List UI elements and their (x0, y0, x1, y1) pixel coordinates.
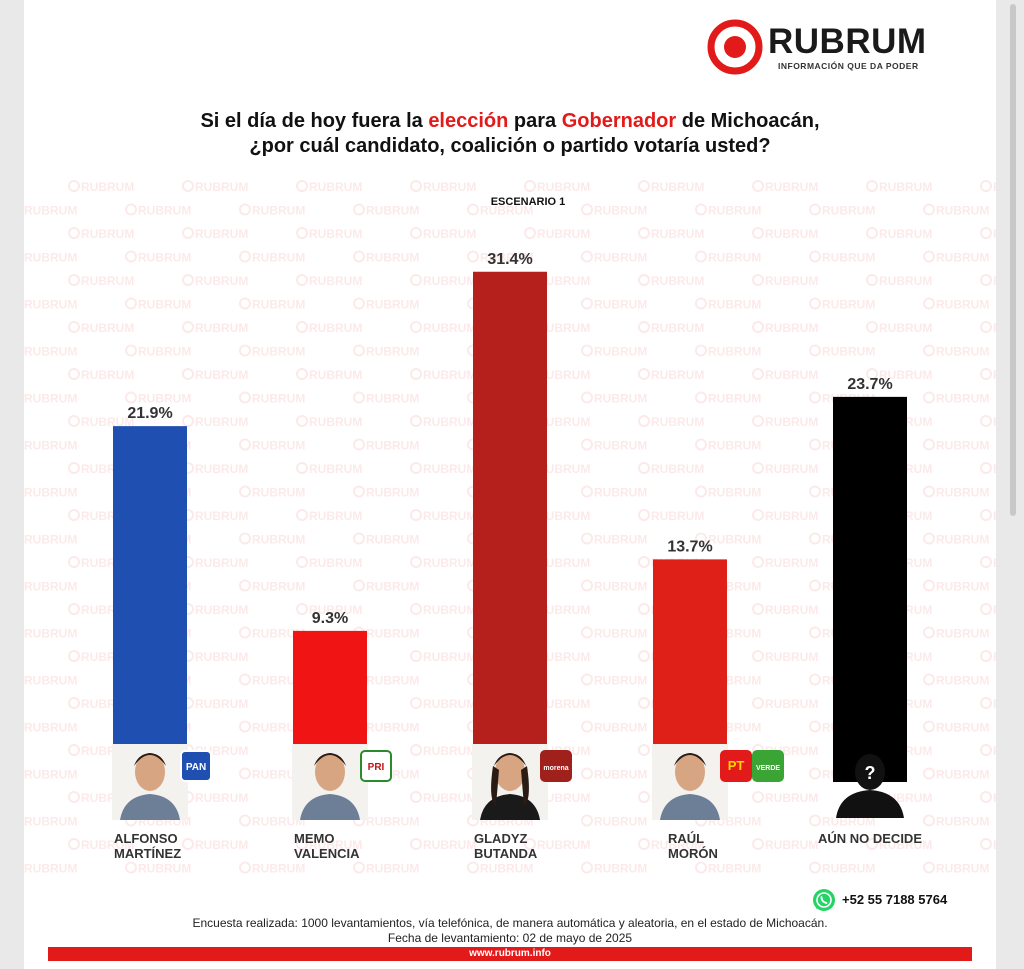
question-line-1: Si el día de hoy fuera la elección para … (24, 110, 996, 133)
methodology-note: Encuesta realizada: 1000 levantamientos,… (192, 916, 828, 930)
candidate-name-line: AÚN NO DECIDE (818, 831, 922, 846)
question-mark: ? (865, 763, 876, 783)
bar-5 (833, 396, 907, 782)
bar-1 (113, 426, 187, 782)
candidate-name-line: ALFONSO (114, 831, 178, 846)
question-text: de Michoacán, (676, 110, 820, 132)
silhouette-head (855, 754, 885, 790)
logo-background (360, 750, 392, 782)
scrollbar-thumb[interactable] (1010, 4, 1016, 516)
brand-name: RUBRUM (768, 22, 927, 61)
photo-hair (134, 753, 166, 766)
logo-background (720, 750, 752, 782)
silhouette-body (836, 790, 904, 818)
candidate-name-line: MORÓN (668, 846, 718, 861)
question-line-2: ¿por cuál candidato, coalición o partido… (249, 135, 771, 157)
bar-value-label: 31.4% (487, 251, 532, 268)
candidate-photo (292, 744, 368, 820)
question-text: Si el día de hoy fuera la (200, 110, 429, 132)
morena-logo-icon: morena (540, 750, 572, 782)
photo-hair (314, 753, 346, 766)
question-highlight-gobernador: Gobernador (561, 110, 677, 132)
bar-3 (473, 271, 547, 782)
question-highlight-eleccion: elección (428, 110, 509, 132)
photo-face (495, 753, 525, 791)
survey-sheet: RUBRUM RUBRUM RUBRUM RUBRUM RUBRUM RUBRUM RUBR… (24, 0, 996, 969)
candidate-name-line: BUTANDA (474, 846, 538, 861)
whatsapp-icon (813, 889, 835, 911)
logo-text: PRI (368, 762, 385, 773)
photo-hair (674, 753, 706, 766)
candidate-name-line: GLADYZ (474, 831, 528, 846)
question-text: para (508, 110, 562, 132)
pt-logo-icon: PT (720, 750, 752, 782)
candidate-name-line: VALENCIA (294, 846, 360, 861)
photo-hair (494, 753, 526, 766)
rubrum-logo-icon (707, 19, 763, 75)
pri-logo-icon: PRI (360, 750, 392, 782)
candidate-photo (472, 744, 548, 820)
bar-value-label: 21.9% (127, 405, 172, 422)
bar-value-label: 13.7% (667, 538, 712, 555)
candidate-name-line: MEMO (294, 831, 334, 846)
logo-text: VERDE (756, 765, 780, 772)
photo-face (315, 753, 345, 791)
photo-hair-right (521, 766, 529, 806)
brand-logo: RUBRUM INFORMACIÓN QUE DA PODER (706, 16, 966, 76)
candidate-photo (112, 744, 188, 820)
photo-face (675, 753, 705, 791)
phone-number: +52 55 7188 5764 (842, 892, 948, 907)
footer-bar: www.rubrum.info (48, 947, 972, 961)
candidate-name-line: RAÚL (668, 831, 704, 846)
logo-text: PAN (186, 762, 206, 773)
candidate-photo (652, 744, 728, 820)
candidate-name-line: MARTÍNEZ (114, 846, 181, 861)
brand-tagline: INFORMACIÓN QUE DA PODER (778, 61, 919, 71)
logo-text: morena (543, 765, 568, 772)
bar-value-label: 9.3% (312, 610, 348, 627)
footer-url[interactable]: www.rubrum.info (469, 948, 551, 959)
verde-logo-icon: VERDE (752, 750, 784, 782)
scrollbar[interactable] (1008, 0, 1018, 969)
logo-text: PT (728, 758, 745, 773)
survey-date-note: Fecha de levantamiento: 02 de mayo de 20… (387, 931, 633, 945)
pan-logo-icon: PAN (180, 750, 212, 782)
photo-face (135, 753, 165, 791)
photo-shoulders (660, 794, 720, 820)
photo-shoulders (300, 794, 360, 820)
bar-value-label: 23.7% (847, 376, 892, 393)
scenario-label: ESCENARIO 1 (490, 196, 566, 208)
logo-background (180, 750, 212, 782)
logo-background (540, 750, 572, 782)
unknown-person-icon: ? (836, 754, 904, 818)
photo-shoulders (120, 794, 180, 820)
photo-hair-left (491, 766, 499, 806)
logo-background (752, 750, 784, 782)
